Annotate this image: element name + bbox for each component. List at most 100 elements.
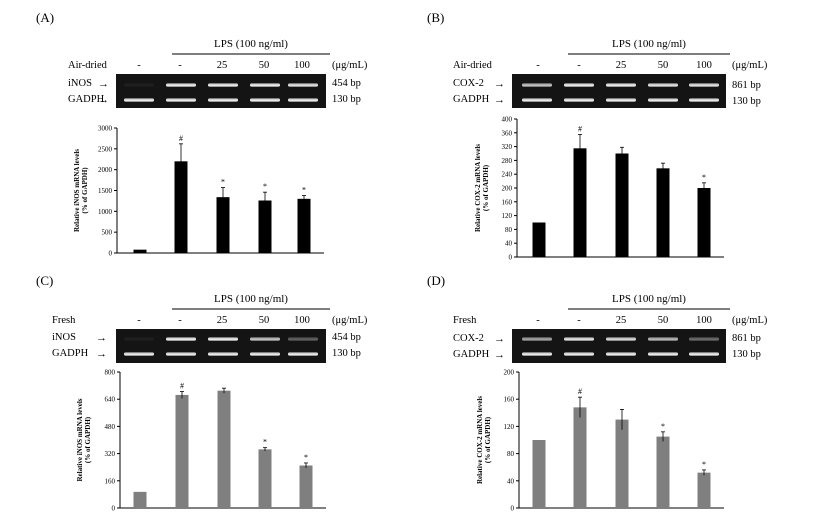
unit-label: (μg/mL) bbox=[732, 315, 768, 326]
gel-band bbox=[689, 98, 719, 102]
gene-bp-label: 454 bp bbox=[332, 332, 361, 343]
y-tick-label: 240 bbox=[502, 171, 513, 179]
lps-underline bbox=[568, 53, 730, 55]
bar bbox=[299, 465, 313, 508]
condition-label: Air-dried bbox=[453, 60, 492, 71]
lps-label: LPS (100 ng/ml) bbox=[612, 293, 686, 305]
lps-underline bbox=[172, 53, 330, 55]
y-tick-label: 1000 bbox=[98, 208, 113, 216]
gel-band bbox=[522, 98, 552, 102]
panel-b: (B) LPS (100 ng/ml) Air-dried - - 25 50 … bbox=[408, 0, 808, 255]
dose-label: - bbox=[137, 315, 141, 326]
dose-label: - bbox=[178, 315, 182, 326]
dose-label: - bbox=[577, 60, 581, 71]
dose-label: - bbox=[536, 315, 540, 326]
bar bbox=[532, 222, 546, 257]
lps-label: LPS (100 ng/ml) bbox=[612, 38, 686, 50]
bar bbox=[217, 390, 231, 508]
right-arrow-icon: → bbox=[98, 94, 109, 106]
gene-label: iNOS bbox=[52, 332, 76, 343]
y-tick-label: 480 bbox=[105, 423, 116, 431]
y-axis-label: Relative COX-2 mRNA levels bbox=[474, 144, 482, 232]
y-tick-label: 200 bbox=[504, 369, 515, 377]
dose-label: 50 bbox=[657, 315, 669, 326]
right-arrow-icon: → bbox=[494, 94, 505, 106]
gel-band bbox=[250, 337, 280, 341]
y-tick-label: 2500 bbox=[98, 145, 113, 153]
unit-label: (μg/mL) bbox=[332, 60, 368, 71]
gel-band bbox=[689, 352, 719, 356]
y-axis-label: Relative COX-2 mRNA levels bbox=[476, 396, 484, 484]
y-tick-label: 160 bbox=[502, 198, 513, 206]
bar bbox=[133, 249, 147, 253]
loading-control-label: GADPH bbox=[68, 94, 105, 105]
gene-bp-label: 861 bp bbox=[732, 80, 761, 91]
gel-band bbox=[689, 83, 719, 87]
loading-control-label: GADPH bbox=[52, 348, 89, 359]
y-tick-label: 400 bbox=[502, 116, 513, 124]
lps-label: LPS (100 ng/ml) bbox=[214, 38, 288, 50]
loading-control-label: GADPH bbox=[453, 94, 490, 105]
gel-band bbox=[250, 352, 280, 356]
dose-label: - bbox=[137, 60, 141, 71]
y-axis-label: Relative iNOS mRNA levels bbox=[73, 149, 81, 232]
gel-band bbox=[208, 352, 238, 356]
bar bbox=[656, 436, 670, 508]
bar bbox=[133, 491, 147, 508]
significance-mark: * bbox=[263, 182, 267, 191]
gel-band bbox=[606, 98, 636, 102]
lps-underline bbox=[568, 308, 730, 310]
panel-label: (B) bbox=[427, 10, 445, 25]
bar bbox=[174, 161, 188, 253]
dose-label: - bbox=[178, 60, 182, 71]
gel-band bbox=[564, 337, 594, 341]
loading-bp-label: 130 bp bbox=[732, 96, 761, 107]
y-axis-label: Relative iNOS mRNA levels bbox=[76, 398, 84, 481]
y-tick-label: 0 bbox=[109, 250, 113, 258]
right-arrow-icon: → bbox=[494, 349, 505, 361]
loading-bp-label: 130 bp bbox=[732, 349, 761, 360]
y-tick-label: 200 bbox=[502, 185, 513, 193]
gel-band bbox=[208, 83, 238, 87]
y-tick-label: 360 bbox=[502, 129, 513, 137]
gel-band bbox=[648, 83, 678, 87]
significance-mark: * bbox=[221, 178, 225, 187]
gel-band bbox=[648, 352, 678, 356]
dose-label: 100 bbox=[696, 315, 712, 326]
gel-band bbox=[288, 337, 318, 341]
dose-label: 100 bbox=[294, 315, 310, 326]
dose-label: 50 bbox=[258, 60, 270, 71]
panel-label: (A) bbox=[36, 10, 55, 25]
y-tick-label: 160 bbox=[504, 396, 515, 404]
gel-band bbox=[166, 337, 196, 341]
significance-mark: * bbox=[304, 453, 308, 462]
gel-band bbox=[606, 352, 636, 356]
significance-mark: * bbox=[302, 186, 306, 195]
right-arrow-icon: → bbox=[98, 78, 109, 90]
gel-band bbox=[564, 98, 594, 102]
bar bbox=[573, 148, 587, 257]
bar bbox=[258, 449, 272, 508]
bar bbox=[258, 200, 272, 253]
dose-label: 100 bbox=[294, 60, 310, 71]
gel-band bbox=[689, 337, 719, 341]
panel-c: (C) LPS (100 ng/ml) Fresh - - 25 50 100 … bbox=[0, 263, 400, 518]
lps-underline bbox=[172, 308, 330, 310]
dose-label: 25 bbox=[615, 315, 627, 326]
right-arrow-icon: → bbox=[494, 78, 505, 90]
condition-label: Fresh bbox=[453, 315, 477, 326]
bar bbox=[297, 198, 311, 253]
gel-band bbox=[522, 83, 552, 87]
lps-label: LPS (100 ng/ml) bbox=[214, 293, 288, 305]
gel-image bbox=[512, 329, 726, 363]
gel-band bbox=[648, 337, 678, 341]
dose-label: 25 bbox=[615, 60, 627, 71]
gene-bp-label: 861 bp bbox=[732, 333, 761, 344]
bar bbox=[573, 407, 587, 508]
dose-label: - bbox=[536, 60, 540, 71]
y-tick-label: 320 bbox=[105, 450, 116, 458]
y-tick-label: 0 bbox=[509, 254, 513, 262]
gene-label: COX-2 bbox=[453, 78, 484, 89]
significance-mark: # bbox=[179, 134, 183, 143]
